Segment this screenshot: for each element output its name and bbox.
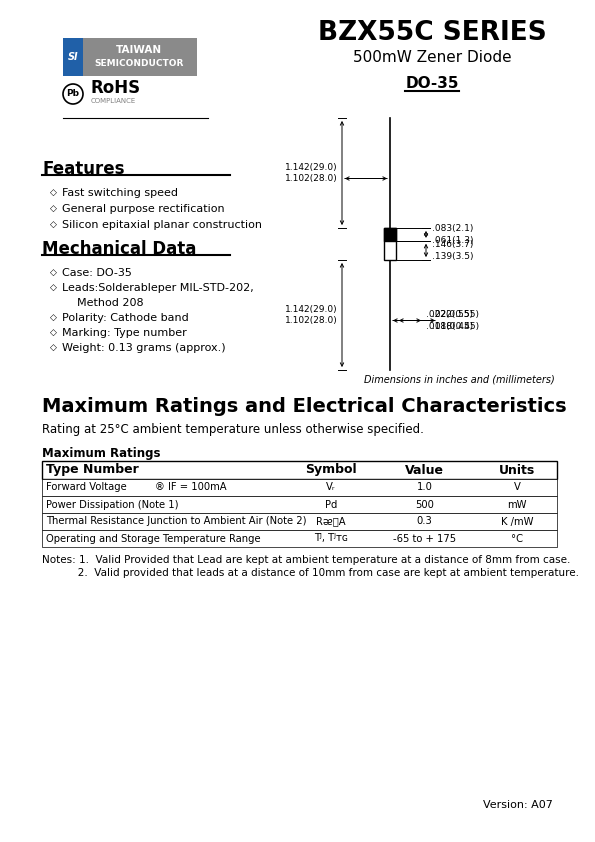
- Text: Marking: Type number: Marking: Type number: [62, 328, 187, 338]
- Text: ◇: ◇: [50, 283, 57, 292]
- Text: SEMICONDUCTOR: SEMICONDUCTOR: [95, 60, 184, 68]
- Text: TAIWAN: TAIWAN: [116, 45, 162, 55]
- Bar: [42, 461, 557, 479]
- Text: Power Dissipation (Note 1): Power Dissipation (Note 1): [46, 499, 178, 509]
- Text: -65 to + 175: -65 to + 175: [393, 534, 456, 543]
- Text: Version: A07: Version: A07: [483, 800, 553, 810]
- Text: Rating at 25°C ambient temperature unless otherwise specified.: Rating at 25°C ambient temperature unles…: [42, 423, 424, 436]
- Text: Mechanical Data: Mechanical Data: [42, 240, 196, 258]
- Text: Vᵣ: Vᵣ: [326, 482, 336, 493]
- Bar: [42, 496, 557, 513]
- Text: .022(0.55)
.018(0.45): .022(0.55) .018(0.45): [426, 310, 473, 331]
- Text: Operating and Storage Temperature Range: Operating and Storage Temperature Range: [46, 534, 261, 543]
- Bar: [63, 38, 83, 76]
- Text: Leads:Solderableper MIL-STD-202,: Leads:Solderableper MIL-STD-202,: [62, 283, 253, 293]
- Text: .083(2.1)
.061(1.3): .083(2.1) .061(1.3): [432, 224, 474, 245]
- Text: Maximum Ratings and Electrical Characteristics: Maximum Ratings and Electrical Character…: [42, 397, 566, 416]
- Text: DO-35: DO-35: [405, 76, 459, 91]
- Text: °C: °C: [511, 534, 523, 543]
- Text: Case: DO-35: Case: DO-35: [62, 268, 132, 278]
- Text: Notes: 1.  Valid Provided that Lead are kept at ambient temperature at a distanc: Notes: 1. Valid Provided that Lead are k…: [42, 555, 571, 565]
- Text: Fast switching speed: Fast switching speed: [62, 188, 178, 198]
- Text: Thermal Resistance Junction to Ambient Air (Note 2): Thermal Resistance Junction to Ambient A…: [46, 516, 306, 526]
- Text: RᴂⰺA: RᴂⰺA: [316, 516, 346, 526]
- Text: 500mW Zener Diode: 500mW Zener Diode: [353, 50, 511, 65]
- Text: 1.142(29.0)
1.102(28.0): 1.142(29.0) 1.102(28.0): [285, 163, 338, 184]
- Text: SI: SI: [68, 52, 79, 62]
- Text: 1.142(29.0)
1.102(28.0): 1.142(29.0) 1.102(28.0): [285, 305, 338, 325]
- Text: 1.0: 1.0: [416, 482, 433, 493]
- Text: ◇: ◇: [50, 204, 57, 213]
- Text: RoHS: RoHS: [91, 79, 141, 97]
- Text: Tᴶ, Tᴶᴛɢ: Tᴶ, Tᴶᴛɢ: [314, 534, 348, 543]
- Text: ◇: ◇: [50, 328, 57, 337]
- Text: Symbol: Symbol: [305, 463, 357, 477]
- Text: Forward Voltage         ® IF = 100mA: Forward Voltage ® IF = 100mA: [46, 482, 227, 493]
- Bar: [42, 530, 557, 547]
- Text: V: V: [513, 482, 521, 493]
- Text: .146(3.7)
.139(3.5): .146(3.7) .139(3.5): [432, 240, 474, 261]
- Text: 0.3: 0.3: [416, 516, 433, 526]
- Text: Maximum Ratings: Maximum Ratings: [42, 447, 161, 460]
- Text: Pb: Pb: [67, 89, 80, 99]
- Bar: [82, 38, 197, 76]
- Text: General purpose rectification: General purpose rectification: [62, 204, 225, 214]
- Text: Dimensions in inches and (millimeters): Dimensions in inches and (millimeters): [364, 375, 555, 385]
- Text: 2.  Valid provided that leads at a distance of 10mm from case are kept at ambien: 2. Valid provided that leads at a distan…: [42, 568, 579, 578]
- Text: ◇: ◇: [50, 268, 57, 277]
- Text: ◇: ◇: [50, 220, 57, 229]
- Text: Units: Units: [499, 463, 535, 477]
- Text: Type Number: Type Number: [46, 463, 139, 477]
- Text: Pd: Pd: [325, 499, 337, 509]
- Text: COMPLIANCE: COMPLIANCE: [91, 98, 136, 104]
- Text: Polarity: Cathode band: Polarity: Cathode band: [62, 313, 189, 323]
- Text: Features: Features: [42, 160, 124, 178]
- Text: ◇: ◇: [50, 313, 57, 322]
- Text: .022(0.55)
.018(0.45): .022(0.55) .018(0.45): [432, 310, 479, 331]
- Text: Value: Value: [405, 463, 444, 477]
- Bar: [42, 479, 557, 496]
- Text: ◇: ◇: [50, 188, 57, 197]
- Bar: [384, 228, 396, 260]
- Text: Silicon epitaxial planar construction: Silicon epitaxial planar construction: [62, 220, 262, 230]
- Text: BZX55C SERIES: BZX55C SERIES: [318, 20, 546, 46]
- Text: ◇: ◇: [50, 343, 57, 352]
- Text: mW: mW: [508, 499, 527, 509]
- Text: 500: 500: [415, 499, 434, 509]
- Bar: [42, 513, 557, 530]
- Text: Method 208: Method 208: [77, 298, 143, 308]
- Text: Weight: 0.13 grams (approx.): Weight: 0.13 grams (approx.): [62, 343, 226, 353]
- Text: K /mW: K /mW: [501, 516, 533, 526]
